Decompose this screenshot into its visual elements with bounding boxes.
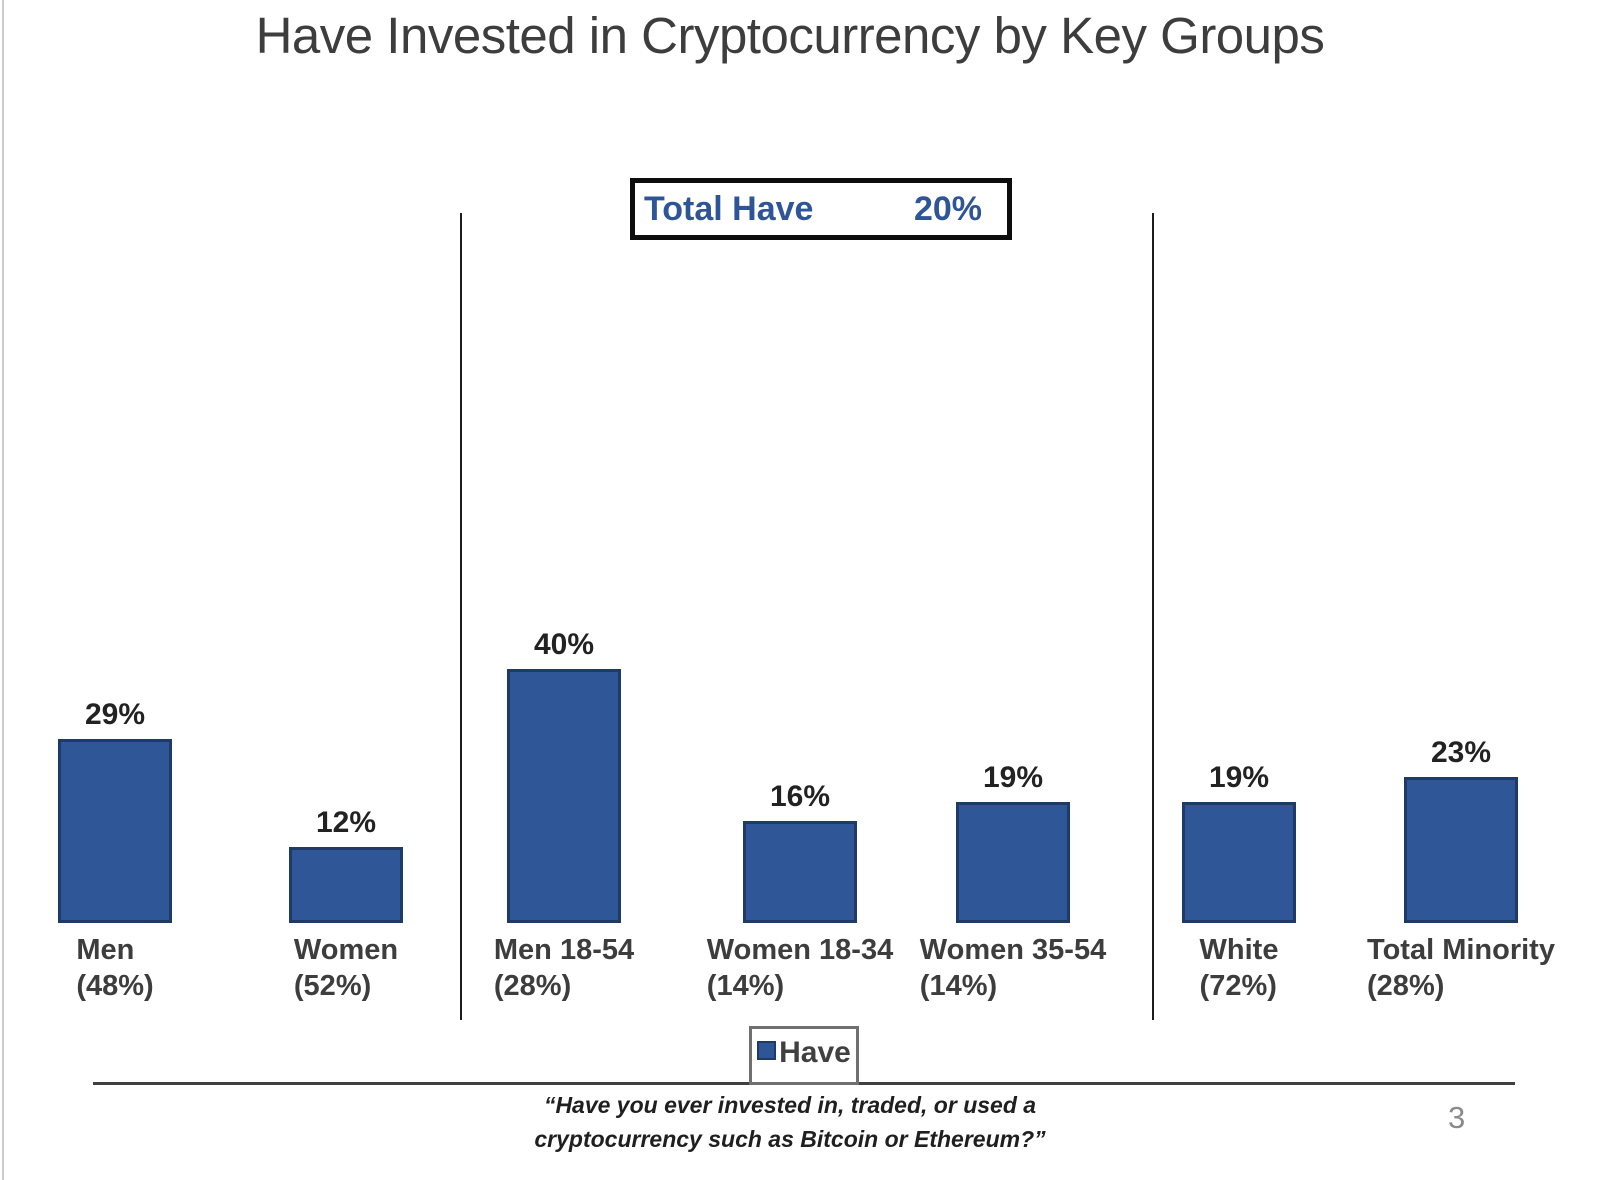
slide-left-edge-line: [2, 0, 4, 1180]
total-have-callout-box: Total Have 20%: [630, 178, 1012, 240]
bar: [743, 821, 857, 923]
category-name: Women: [293, 934, 399, 966]
category-population-share: (14%): [706, 970, 785, 1002]
total-have-value: 20%: [913, 189, 982, 228]
category-population-share: (72%): [1199, 970, 1277, 1002]
footnote-line-1: “Have you ever invested in, traded, or u…: [543, 1092, 1037, 1118]
bar: [507, 669, 621, 923]
page-number: 3: [1448, 1100, 1466, 1135]
section-divider-right: [1152, 213, 1154, 1020]
bar-value-label: 16%: [769, 780, 831, 813]
bar: [1182, 802, 1296, 923]
bar-category-label: Men (48%): [76, 932, 153, 1004]
bar-category-label: Men 18-54 (28%): [494, 932, 634, 1004]
bar-category-label: Women (52%): [294, 932, 398, 1004]
total-have-label: Total Have: [644, 189, 814, 228]
bar-category-label: Women 35-54 (14%): [920, 932, 1106, 1004]
section-divider-left: [460, 213, 462, 1020]
category-name: Total Minority: [1367, 934, 1555, 966]
bar-value-label: 19%: [982, 761, 1044, 794]
bar: [58, 739, 172, 923]
category-name: Men: [76, 934, 135, 966]
chart-title: Have Invested in Cryptocurrency by Key G…: [255, 7, 1325, 64]
bar-category-label: Total Minority (28%): [1367, 932, 1555, 1004]
category-name: Women 18-34: [706, 934, 894, 966]
category-name: White: [1199, 934, 1279, 966]
footnote-line-2: cryptocurrency such as Bitcoin or Ethere…: [534, 1126, 1046, 1152]
bar-value-label: 23%: [1430, 736, 1492, 769]
category-population-share: (48%): [76, 970, 154, 1002]
bar-value-label: 40%: [533, 628, 595, 661]
bar: [1404, 777, 1518, 923]
legend-have-swatch-icon: [757, 1041, 777, 1060]
bar-value-label: 12%: [315, 806, 377, 839]
category-name: Men 18-54: [493, 934, 635, 966]
chart-legend: Have: [749, 1026, 859, 1085]
survey-question-footnote: “Have you ever invested in, traded, or u…: [390, 1088, 1190, 1156]
category-population-share: (28%): [493, 970, 572, 1002]
category-population-share: (14%): [919, 970, 998, 1002]
bar-category-label: White (72%): [1200, 932, 1279, 1004]
bar: [956, 802, 1070, 923]
bar-value-label: 19%: [1208, 761, 1270, 794]
legend-have-label: Have: [779, 1036, 851, 1069]
category-population-share: (52%): [293, 970, 372, 1002]
bar: [289, 847, 403, 923]
category-population-share: (28%): [1367, 970, 1445, 1002]
bar-category-label: Women 18-34 (14%): [707, 932, 893, 1004]
bar-value-label: 29%: [84, 698, 146, 731]
category-name: Women 35-54: [919, 934, 1107, 966]
